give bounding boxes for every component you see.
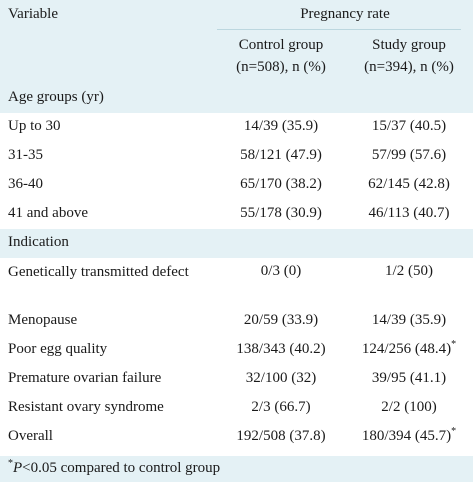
control-group-header: Control group (n=508), n (%) xyxy=(217,34,345,78)
study-value: 1/2 (50) xyxy=(385,263,433,279)
row-label: Resistant ovary syndrome xyxy=(8,399,164,415)
p-symbol: P xyxy=(13,460,23,476)
row-label: 31-35 xyxy=(8,147,43,163)
section-row-indication: Indication xyxy=(0,229,473,258)
control-group-title: Control group xyxy=(238,37,324,53)
table-row: 36-40 65/170 (38.2) 62/145 (42.8) xyxy=(0,171,473,200)
significance-marker: * xyxy=(451,426,457,437)
row-label: Age groups (yr) xyxy=(8,89,104,105)
control-value: 2/3 (66.7) xyxy=(251,399,311,415)
table-header: Variable Pregnancy rate Control group (n… xyxy=(0,0,473,84)
study-group-title: Study group xyxy=(372,37,446,53)
row-label: Premature ovarian failure xyxy=(8,370,162,386)
row-label: 41 and above xyxy=(8,205,88,221)
significance-marker: * xyxy=(451,339,457,350)
study-value: 62/145 (42.8) xyxy=(368,176,450,192)
row-label: Genetically transmitted defect xyxy=(8,264,189,280)
footnote-marker: * xyxy=(8,458,13,469)
control-value: 58/121 (47.9) xyxy=(240,147,322,163)
section-row-age-groups: Age groups (yr) xyxy=(0,84,473,113)
variable-header: Variable xyxy=(8,6,58,22)
row-label: 36-40 xyxy=(8,176,43,192)
study-value: 180/394 (45.7)* xyxy=(345,426,473,445)
control-value: 138/343 (40.2) xyxy=(236,341,326,357)
study-value: 46/113 (40.7) xyxy=(368,205,450,221)
table-row: Resistant ovary syndrome 2/3 (66.7) 2/2 … xyxy=(0,394,473,423)
study-group-count: (n=394), n (%) xyxy=(364,59,454,75)
study-value: 57/99 (57.6) xyxy=(371,147,447,163)
study-value: 14/39 (35.9) xyxy=(371,312,447,328)
row-label: Menopause xyxy=(8,312,78,328)
footnote-body: <0.05 compared to control group xyxy=(22,460,221,476)
footnote-text: *P<0.05 compared to control group xyxy=(8,458,221,477)
control-value: 55/178 (30.9) xyxy=(240,205,322,221)
control-value: 20/59 (33.9) xyxy=(243,312,319,328)
row-label: Indication xyxy=(8,234,69,250)
study-value: 15/37 (40.5) xyxy=(371,118,447,134)
table-row: 41 and above 55/178 (30.9) 46/113 (40.7) xyxy=(0,200,473,229)
table-row-overall: Overall 192/508 (37.8) 180/394 (45.7)* xyxy=(0,423,473,452)
row-label: Poor egg quality xyxy=(8,341,108,357)
control-value: 14/39 (35.9) xyxy=(243,118,319,134)
table-row: Menopause 20/59 (33.9) 14/39 (35.9) xyxy=(0,307,473,336)
study-value-text: 180/394 (45.7) xyxy=(361,428,452,444)
table-row: Up to 30 14/39 (35.9) 15/37 (40.5) xyxy=(0,113,473,142)
row-label: Up to 30 xyxy=(8,118,61,134)
study-value: 39/95 (41.1) xyxy=(371,370,447,386)
control-value: 0/3 (0) xyxy=(260,263,302,279)
table-footnote: *P<0.05 compared to control group xyxy=(0,456,473,482)
table-row: Premature ovarian failure 32/100 (32) 39… xyxy=(0,365,473,394)
control-value: 192/508 (37.8) xyxy=(236,428,326,444)
study-group-header: Study group (n=394), n (%) xyxy=(345,34,473,78)
table-row: 31-35 58/121 (47.9) 57/99 (57.6) xyxy=(0,142,473,171)
study-value-text: 124/256 (48.4) xyxy=(361,341,452,357)
control-group-count: (n=508), n (%) xyxy=(236,59,326,75)
table-row: Genetically transmitted defect 0/3 (0) 1… xyxy=(0,258,473,307)
header-rule xyxy=(217,29,461,30)
row-label: Overall xyxy=(8,428,53,444)
control-value: 65/170 (38.2) xyxy=(240,176,322,192)
control-value: 32/100 (32) xyxy=(245,370,317,386)
study-value: 124/256 (48.4)* xyxy=(345,339,473,358)
table-row: Poor egg quality 138/343 (40.2) 124/256 … xyxy=(0,336,473,365)
pregnancy-rate-header: Pregnancy rate xyxy=(300,6,390,22)
study-value: 2/2 (100) xyxy=(381,399,437,415)
